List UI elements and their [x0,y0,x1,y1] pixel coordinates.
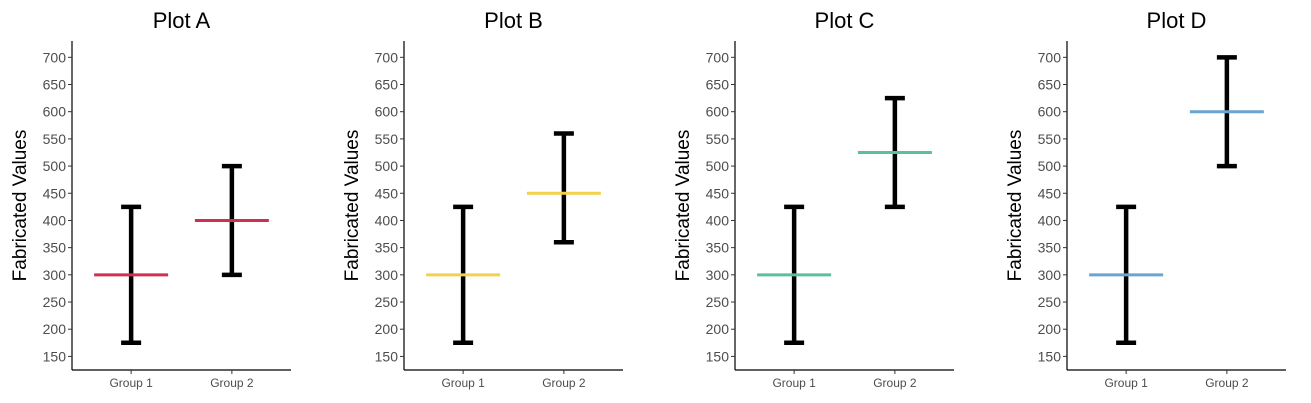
y-tick-label: 550 [1038,131,1062,147]
y-tick-label: 400 [706,212,730,228]
y-tick-label: 700 [375,49,399,65]
y-tick-label: 300 [375,267,399,283]
y-axis-label: Fabricated Values [1005,130,1026,282]
panel-a: Plot A Fabricated Values 150 200 250 300 350 40… [10,8,291,390]
y-tick-label: 450 [1038,185,1062,201]
x-tick-label: Group 2 [542,376,586,390]
y-tick-label: 300 [1038,267,1062,283]
x-tick-label: Group 1 [441,376,485,390]
y-tick-label: 400 [375,212,399,228]
y-tick-label: 500 [375,158,399,174]
y-tick-label: 200 [375,321,399,337]
y-tick-label: 550 [706,131,730,147]
y-tick-label: 650 [706,77,730,93]
y-tick-label: 350 [1038,240,1062,256]
y-tick-label: 150 [375,348,399,364]
panel-b: Plot B Fabricated Values 150 200 250 300 350 40… [342,8,623,390]
y-tick-label: 200 [706,321,730,337]
y-tick-label: 400 [43,212,67,228]
y-tick-label: 350 [706,240,730,256]
y-tick-label: 600 [706,104,730,120]
y-tick-label: 250 [1038,294,1062,310]
y-tick-label: 200 [43,321,67,337]
x-tick-label: Group 1 [109,376,153,390]
y-axis-label: Fabricated Values [342,130,363,282]
y-tick-label: 400 [1038,212,1062,228]
y-tick-label: 700 [1038,49,1062,65]
y-tick-label: 450 [375,185,399,201]
y-tick-label: 350 [43,240,67,256]
plot-title: Plot A [153,8,211,33]
panel-d: Plot D Fabricated Values 150 200 250 300 350 40… [1005,8,1286,390]
x-tick-label: Group 2 [1205,376,1249,390]
y-tick-label: 250 [43,294,67,310]
y-tick-label: 250 [375,294,399,310]
y-tick-label: 150 [43,348,67,364]
y-tick-label: 250 [706,294,730,310]
plot-title: Plot C [815,8,875,33]
x-tick-label: Group 2 [873,376,917,390]
y-tick-label: 550 [375,131,399,147]
y-tick-label: 650 [1038,77,1062,93]
y-tick-label: 450 [43,185,67,201]
x-tick-label: Group 2 [210,376,254,390]
y-tick-label: 300 [706,267,730,283]
y-tick-label: 600 [43,104,67,120]
y-tick-label: 500 [1038,158,1062,174]
y-tick-label: 350 [375,240,399,256]
y-axis-label: Fabricated Values [673,130,694,282]
x-tick-label: Group 1 [1104,376,1148,390]
panel-c: Plot C Fabricated Values 150 200 250 300 350 40… [673,8,954,390]
plot-title: Plot B [484,8,543,33]
y-tick-label: 300 [43,267,67,283]
y-tick-label: 150 [706,348,730,364]
y-tick-label: 650 [43,77,67,93]
y-tick-label: 500 [43,158,67,174]
y-tick-label: 600 [1038,104,1062,120]
y-tick-label: 450 [706,185,730,201]
x-tick-label: Group 1 [772,376,816,390]
y-tick-label: 500 [706,158,730,174]
y-tick-label: 200 [1038,321,1062,337]
y-tick-label: 600 [375,104,399,120]
y-tick-label: 700 [43,49,67,65]
y-axis-label: Fabricated Values [10,130,31,282]
plot-title: Plot D [1147,8,1207,33]
y-tick-label: 650 [375,77,399,93]
y-tick-label: 700 [706,49,730,65]
y-tick-label: 150 [1038,348,1062,364]
y-tick-label: 550 [43,131,67,147]
